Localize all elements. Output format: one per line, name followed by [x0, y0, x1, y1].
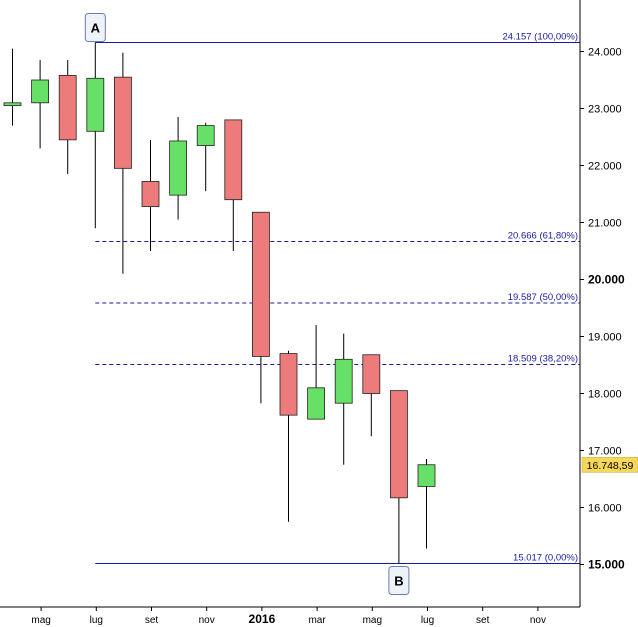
fib-label: 24.157 (100,00%) — [502, 32, 578, 43]
candle-body — [417, 464, 436, 487]
x-tick-label: mag — [363, 615, 382, 626]
y-tick-label: 16.000 — [588, 503, 622, 515]
candles — [3, 42, 436, 564]
x-tick-label: set — [476, 615, 490, 626]
candle-body — [362, 354, 381, 394]
marker-label: B — [394, 574, 403, 589]
y-tick-label: 23.000 — [588, 104, 622, 116]
fib-label: 20.666 (61,80%) — [508, 231, 578, 242]
candle-body — [389, 390, 408, 499]
candle-body — [86, 77, 105, 132]
x-tick-label: mag — [31, 615, 50, 626]
candle-body — [31, 79, 50, 104]
candle-body — [169, 140, 188, 196]
y-tick-label: 24.000 — [588, 47, 622, 59]
candle-body — [114, 76, 132, 169]
candle-body — [224, 119, 243, 201]
y-tick-label: 22.000 — [588, 161, 622, 173]
last-price-label: 16.748,59 — [587, 460, 634, 472]
x-tick-label: set — [145, 615, 159, 626]
marker-label: A — [91, 21, 101, 36]
markers: AB — [84, 13, 410, 596]
y-tick-label: 21.000 — [588, 218, 622, 230]
candle-body — [141, 181, 160, 207]
candle-body — [3, 102, 22, 107]
y-tick-label: 15.000 — [588, 558, 625, 572]
candle-body — [279, 353, 298, 416]
x-tick-label: nov — [199, 615, 215, 626]
candle-body — [334, 358, 353, 404]
x-tick-label: lug — [90, 615, 103, 626]
x-tick-label: lug — [421, 615, 434, 626]
fib-label: 18.509 (38,20%) — [508, 353, 578, 364]
marker-box — [388, 566, 410, 596]
fibonacci-levels: 24.157 (100,00%) 20.666 (61,80%) 19.587 (5… — [95, 32, 580, 565]
y-tick-label: 20.000 — [588, 273, 625, 287]
x-tick-label: nov — [530, 615, 546, 626]
candle-body — [196, 125, 215, 146]
candle-body — [307, 387, 326, 420]
x-tick-label: 2016 — [249, 612, 276, 626]
last-price-tag — [581, 457, 638, 473]
candle-body — [58, 75, 77, 141]
y-tick-label: 18.000 — [588, 389, 622, 401]
fib-label: 15.017 (0,00%) — [513, 553, 578, 564]
candle-body — [251, 211, 270, 357]
fib-label: 19.587 (50,00%) — [508, 292, 578, 303]
y-tick-label: 17.000 — [588, 446, 622, 458]
y-tick-label: 19.000 — [588, 332, 622, 344]
x-tick-label: mar — [308, 615, 326, 626]
marker-box — [84, 13, 106, 43]
